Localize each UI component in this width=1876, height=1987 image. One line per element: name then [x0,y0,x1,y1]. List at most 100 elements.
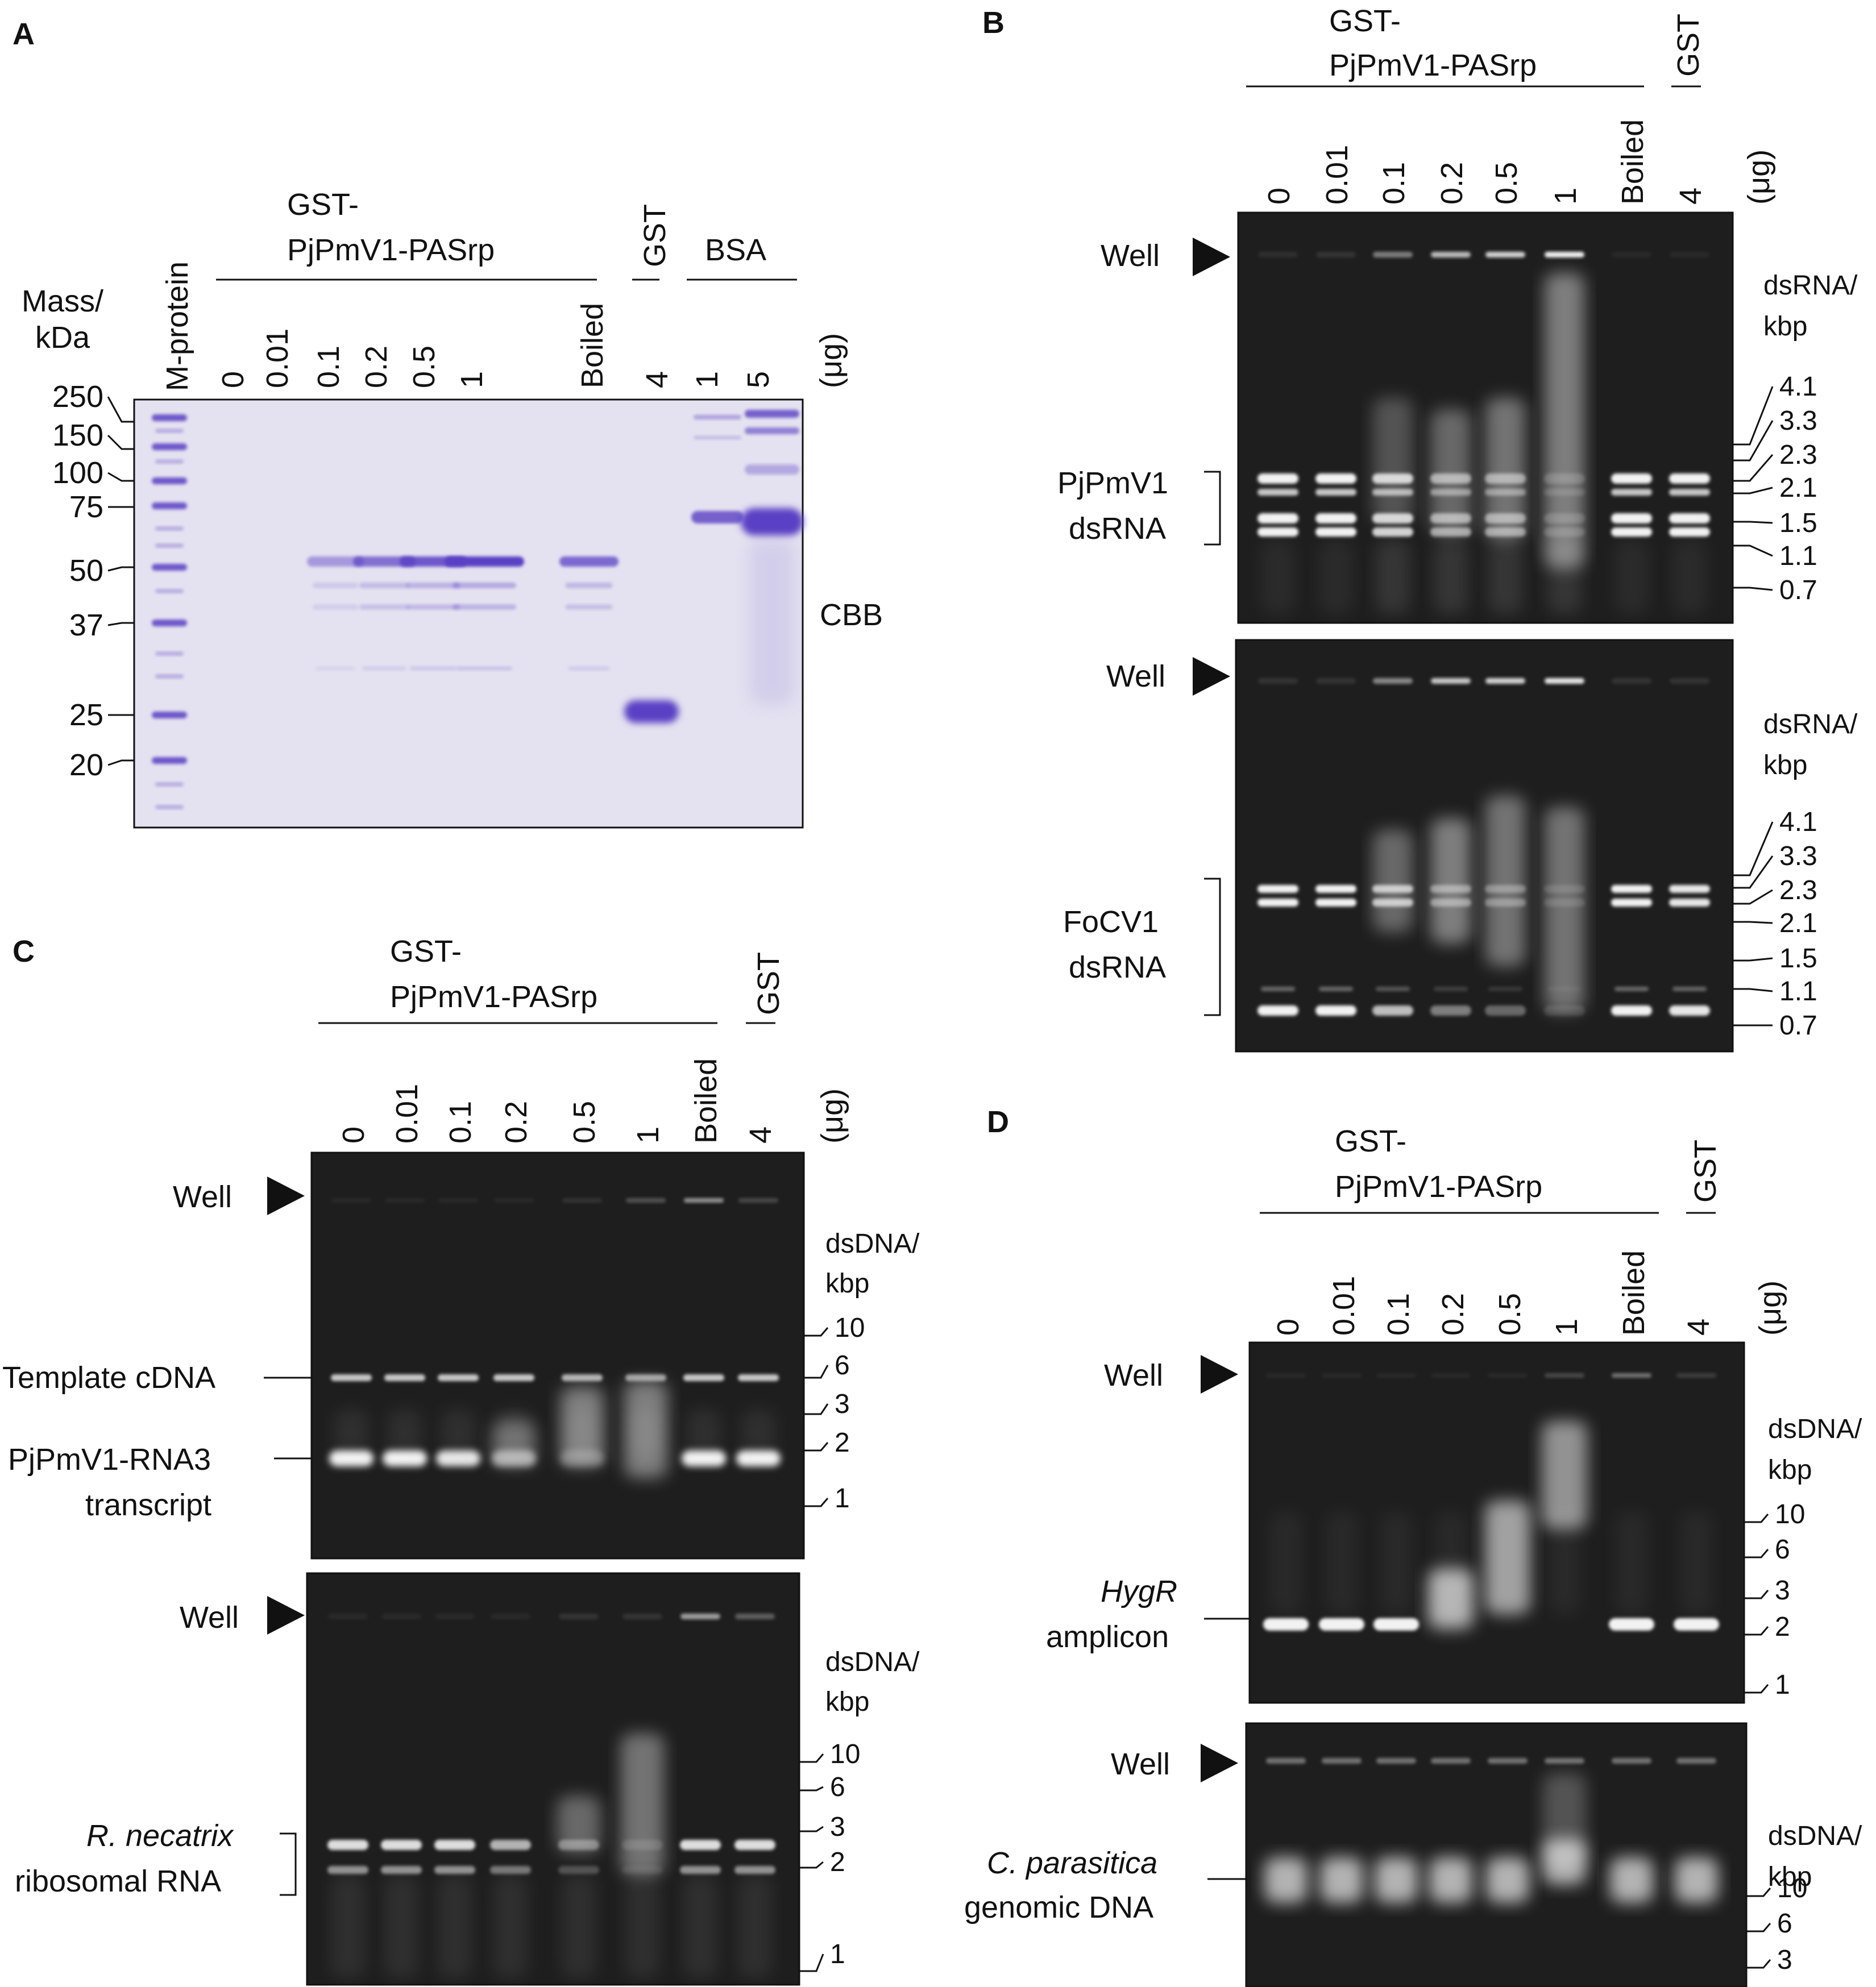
panel-a-mass-label-7: 20 [69,748,103,782]
panel-b-top-haze-7 [1672,540,1707,614]
panel-b-bottom-marker-label-4: 1.5 [1779,943,1817,974]
panel-d-letter: D [987,1105,1009,1139]
panel-b-unit-label: (μg) [1742,149,1776,205]
panel-c-top-well-band-5 [626,1198,666,1203]
panel-a-marker-lane-label: M-protein [160,261,194,391]
panel-b-lane-label-5: 1 [1549,188,1583,205]
panel-b-top-target-line1: PjPmV1 [1057,466,1168,500]
panel-a-lane-label-2: 0.1 [312,346,346,388]
panel-a-mass-label-5: 37 [69,608,103,642]
panel-a-lane-label-4: 0.5 [407,346,441,388]
panel-a-lane-label-8: 1 [690,371,724,388]
panel-b-top-band-15b-7 [1669,527,1710,537]
panel-b-lane-label-3: 0.2 [1435,162,1469,205]
panel-d-top-well-band-5 [1545,1373,1584,1378]
panel-b-top-well-arrow [1193,238,1230,276]
panel-a-mass-label-1: 150 [52,418,103,452]
panel-c-bottom-well-band-2 [435,1614,475,1619]
panel-c-bottom-rrna-lower-2 [434,1866,475,1874]
panel-a-gstpasrp-sub1-4 [406,583,460,588]
panel-d-lane-label-2: 0.1 [1381,1293,1416,1336]
panel-b-bottom-marker-label-6: 0.7 [1779,1011,1817,1041]
panel-b-top-haze-0 [1261,540,1295,614]
panel-a-gstpasrp-sub2-5 [453,604,516,610]
panel-c-top-well-band-6 [684,1198,724,1203]
panel-a-mass-tick-2 [107,472,134,482]
panel-c-unit-label: (μg) [815,1088,849,1144]
panel-b-bottom-band-07-1 [1315,1005,1356,1016]
panel-c-top-well-band-0 [331,1198,371,1203]
panel-c-bottom-rrna-lower-3 [490,1866,531,1874]
panel-b-bottom-gel [1235,639,1734,1053]
panel-b-top-haze-6 [1614,540,1649,614]
panel-d-group-label-line1: GST- [1335,1124,1406,1158]
panel-b-lane-label-6: Boiled [1616,119,1650,205]
panel-d-top-well-label: Well [1104,1358,1163,1392]
panel-d-top-well-band-1 [1322,1373,1362,1378]
panel-b-lane-label-1: 0.01 [1320,145,1354,205]
panel-a-lane-label-5: 1 [455,371,489,388]
panel-a-ladder-faint-7 [155,782,184,787]
panel-c-bottom-marker-tick-3 [799,1861,824,1869]
panel-a-ladder-faint-4 [155,589,184,593]
panel-d-top-shift-smear-2 [1542,1421,1587,1529]
panel-b-top-haze-2 [1376,540,1410,614]
panel-a-bsa5-mid [745,464,799,475]
panel-d-gst-label: GST [1688,1140,1723,1203]
panel-c-bottom-haze-7 [738,1876,772,1978]
panel-b-bottom-well-band-7 [1670,678,1709,684]
panel-d-bottom-marker-tick-1 [1746,1923,1771,1932]
panel-b-bottom-target-line2: dsRNA [1069,950,1166,984]
panel-d-top-haze-6 [1616,1512,1647,1614]
panel-b-top-axis-label-line2: kbp [1763,311,1807,342]
panel-d-top-well-band-3 [1431,1373,1471,1378]
panel-c-bottom-haze-1 [384,1876,418,1978]
panel-c-bottom-rrna-upper-0 [327,1840,368,1850]
panel-c-bottom-haze-0 [331,1876,365,1978]
panel-c-lane-label-5: 1 [631,1126,665,1144]
panel-a-bsa5-upper [745,410,799,418]
panel-a-gstpasrp-band-6 [559,556,619,567]
panel-d-bottom-genomic-band-4 [1486,1857,1529,1903]
panel-b-bottom-bands [1257,678,1710,1016]
panel-d-bottom-genomic-band-7 [1675,1857,1718,1903]
panel-d-bottom-marker-label-0: 10 [1777,1873,1807,1903]
panel-a-gstpasrp-sub1-5 [453,583,516,588]
panel-b-top-well-band-4 [1485,252,1525,257]
panel-a-ladder-band-7 [152,757,187,764]
panel-d-top-haze-0 [1270,1512,1302,1614]
panel-a-coomassie-gel [133,398,804,829]
panel-c-top-marker-tick-0 [804,1327,829,1337]
panel-c-top-well-band-3 [494,1198,534,1203]
panel-b-bottom-target-bracket [1204,878,1221,1016]
panel-d-group-label-line2: PjPmV1-PASrp [1335,1170,1542,1204]
panel-c-top-well-arrow [267,1177,305,1215]
panel-c-lane-labels: 0 0.01 0.1 0.2 0.5 1 Boiled 4 (μg) [337,1058,849,1144]
panel-b-top-marker-tick-2 [1733,454,1774,482]
panel-a-ladder-faint-2 [155,526,184,531]
panel-b-bottom-band-11-0 [1261,987,1295,991]
panel-b-bottom-well-arrow [1193,657,1230,696]
panel-d-bottom-axis-label-line1: dsDNA/ [1768,1821,1862,1851]
panel-d-amplicon-line1: HygR [1101,1574,1177,1608]
panel-a-gst-label: GST [638,204,672,267]
panel-b-bottom-band-11-6 [1614,987,1649,991]
panel-d-lane-label-0: 0 [1271,1319,1305,1336]
panel-a-gstpasrp-band-5 [445,556,524,567]
panel-b-top-band-15b-1 [1315,527,1356,537]
panel-d-top-marker-label-4: 1 [1775,1670,1790,1700]
panel-d-bottom-well-band-1 [1322,1758,1362,1764]
panel-b-top-marker-label-3: 2.1 [1779,473,1817,503]
panel-b-bottom-marker-tick-2 [1733,889,1773,905]
panel-c-bottom-size-markers: 106 3 2 1 [799,1739,860,1972]
panel-a-ladder-band-0 [152,414,187,421]
panel-d-top-size-markers: 10 6 3 2 1 [1744,1499,1805,1700]
panel-c-top-marker-tick-1 [804,1365,829,1379]
panel-a-ladder-band-4 [152,564,187,571]
panel-c-top-gel [310,1152,805,1560]
panel-d-bottom-shift-smear [1543,1773,1586,1864]
panel-c-top-bands [329,1198,781,1478]
panel-c-rrna-line2: ribosomal RNA [15,1864,221,1898]
panel-b-top-well-band-3 [1431,252,1471,257]
panel-a-gst-band [624,700,679,723]
